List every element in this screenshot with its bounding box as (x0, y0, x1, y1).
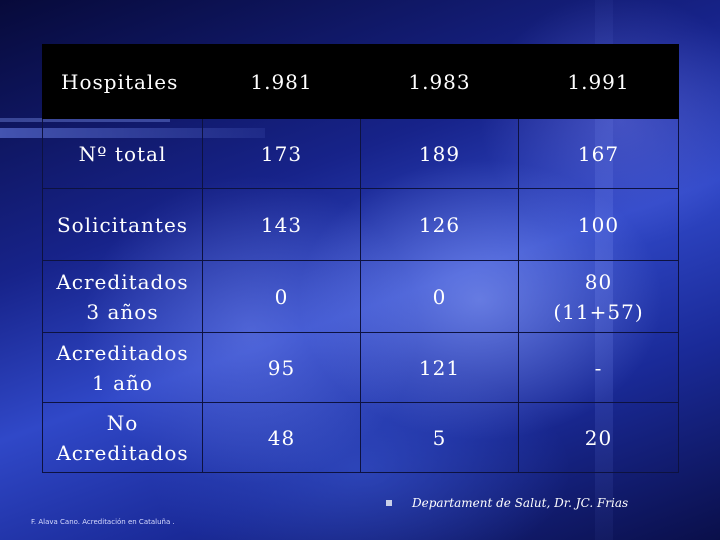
cell-line: 80 (584, 269, 613, 294)
cell-line: 0 (432, 284, 447, 309)
cell-line: - (594, 355, 603, 380)
cell-line: 126 (418, 212, 461, 237)
cell-line: 0 (274, 284, 289, 309)
table-cell: - (518, 332, 679, 403)
bullet-icon (386, 500, 392, 506)
cell-line: (11+57) (553, 299, 644, 324)
row-label-line: 3 años (86, 299, 159, 324)
row-label: Nº total (42, 118, 203, 189)
cell-line: 173 (260, 141, 303, 166)
table-cell: 20 (518, 402, 679, 473)
table-row: Nº total 173 189 167 (42, 118, 679, 189)
table-cell: 121 (360, 332, 519, 403)
table-row: No Acreditados 48 5 20 (42, 402, 679, 473)
footer-department: Departament de Salut, Dr. JC. Frias (412, 496, 629, 510)
row-label-line: No (106, 410, 139, 435)
table-header-row: Hospitales 1.981 1.983 1.991 (42, 44, 679, 119)
table-cell: 167 (518, 118, 679, 189)
row-label: Solicitantes (42, 188, 203, 261)
table-row: Acreditados 3 años 0 0 80 (11+57) (42, 260, 679, 333)
table-cell: 80 (11+57) (518, 260, 679, 333)
cell-line: 20 (584, 425, 613, 450)
cell-line: 95 (267, 355, 296, 380)
table-cell: 0 (360, 260, 519, 333)
table-cell: 0 (202, 260, 361, 333)
table-row: Solicitantes 143 126 100 (42, 188, 679, 261)
header-year-1983: 1.983 (360, 44, 519, 119)
cell-line: 143 (260, 212, 303, 237)
cell-line: 189 (418, 141, 461, 166)
cell-line: 48 (267, 425, 296, 450)
table-row: Acreditados 1 año 95 121 - (42, 332, 679, 403)
cell-line: 100 (577, 212, 620, 237)
header-year-1991: 1.991 (518, 44, 679, 119)
header-year-1981: 1.981 (202, 44, 361, 119)
footer-author: F. Alava Cano. Acreditación en Cataluña … (31, 518, 175, 526)
row-label-line: Nº total (78, 141, 167, 166)
row-label-line: Solicitantes (56, 212, 189, 237)
table-cell: 126 (360, 188, 519, 261)
table-cell: 173 (202, 118, 361, 189)
table-cell: 48 (202, 402, 361, 473)
header-hospitales: Hospitales (42, 44, 203, 119)
table-cell: 143 (202, 188, 361, 261)
cell-line: 121 (418, 355, 461, 380)
row-label-line: Acreditados (56, 440, 189, 465)
cell-line: 167 (577, 141, 620, 166)
row-label-line: Acreditados (56, 269, 189, 294)
row-label: No Acreditados (42, 402, 203, 473)
cell-line: 5 (432, 425, 447, 450)
table-cell: 95 (202, 332, 361, 403)
row-label-line: 1 año (92, 370, 153, 395)
row-label-line: Acreditados (56, 340, 189, 365)
row-label: Acreditados 3 años (42, 260, 203, 333)
table-cell: 100 (518, 188, 679, 261)
table-cell: 5 (360, 402, 519, 473)
row-label: Acreditados 1 año (42, 332, 203, 403)
hospital-accreditation-table: Hospitales 1.981 1.983 1.991 Nº total 17… (42, 44, 679, 473)
table-cell: 189 (360, 118, 519, 189)
